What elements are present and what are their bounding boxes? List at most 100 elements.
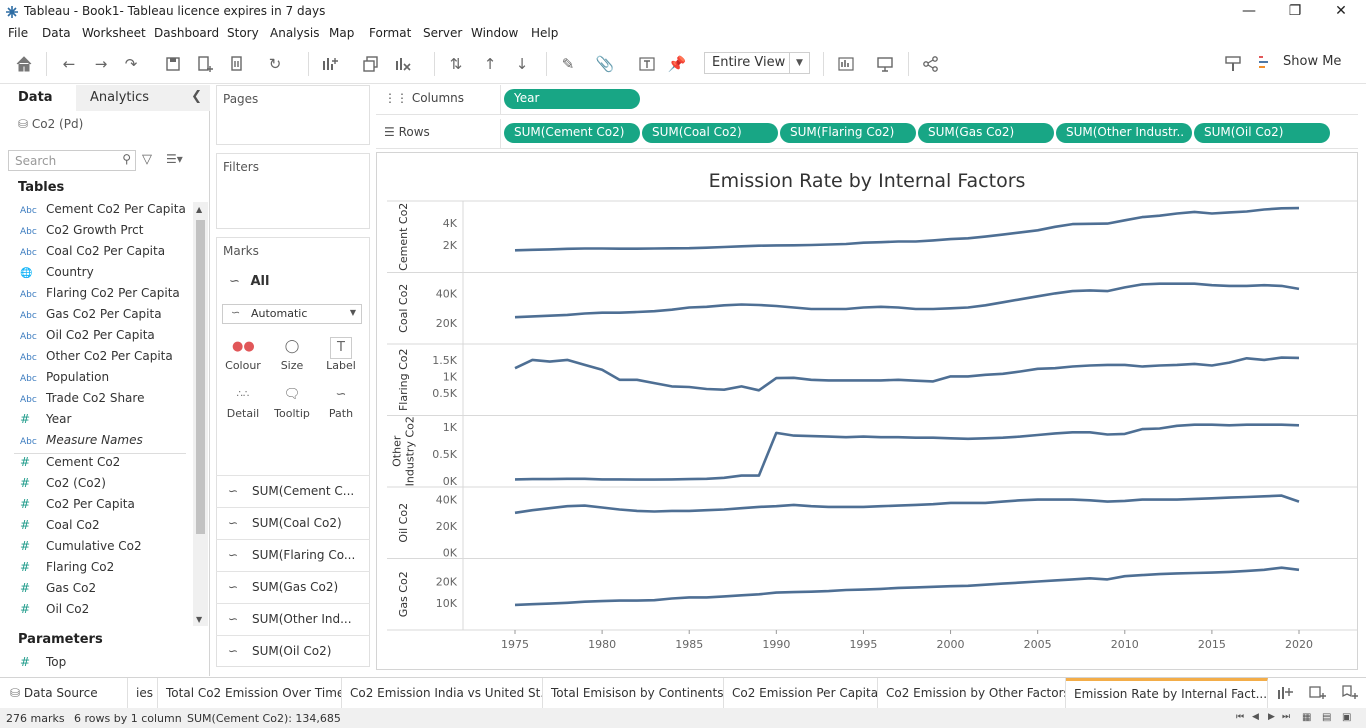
mark-layer-3[interactable]: ∽ SUM(Flaring Co... bbox=[216, 539, 370, 569]
mark-layer-5[interactable]: ∽ SUM(Other Ind... bbox=[216, 603, 370, 633]
restore-button[interactable]: ❐ bbox=[1288, 3, 1302, 19]
tab-total-co2[interactable]: Total Co2 Emission Over Time bbox=[158, 678, 342, 708]
tab-india-vs-us[interactable]: Co2 Emission India vs United St... bbox=[342, 678, 543, 708]
filters-card[interactable]: Filters bbox=[216, 153, 370, 229]
show-filmstrip-icon[interactable]: ▦ bbox=[1302, 712, 1312, 723]
pill-row-2[interactable]: SUM(Coal Co2) bbox=[642, 123, 778, 143]
replay-icon[interactable]: ↷ bbox=[124, 55, 138, 73]
field-cumulative-co2[interactable]: # Cumulative Co2 bbox=[20, 539, 190, 559]
new-worksheet-icon[interactable] bbox=[319, 53, 341, 75]
show-tabs-icon[interactable]: ▤ bbox=[1322, 712, 1332, 723]
pill-row-5[interactable]: SUM(Other Industr.. bbox=[1056, 123, 1192, 143]
field-trade-co2-share[interactable]: Abc Trade Co2 Share bbox=[20, 391, 190, 411]
line-chart[interactable]: Emission Rate by Internal Factors Cement … bbox=[377, 153, 1357, 669]
detail-button[interactable]: ∴∴ Detail bbox=[222, 381, 264, 421]
new-dashboard-tab-icon[interactable] bbox=[1306, 682, 1328, 704]
pill-row-6[interactable]: SUM(Oil Co2) bbox=[1194, 123, 1330, 143]
field-oil-co2[interactable]: # Oil Co2 bbox=[20, 602, 190, 622]
menu-worksheet[interactable]: Worksheet bbox=[82, 26, 146, 40]
close-button[interactable]: ✕ bbox=[1335, 3, 1347, 19]
tab-data-source[interactable]: ⛁ Data Source bbox=[0, 678, 128, 708]
refresh-icon[interactable]: ↻ bbox=[268, 55, 282, 73]
format-painter-icon[interactable] bbox=[1222, 53, 1244, 75]
menu-help[interactable]: Help bbox=[531, 26, 559, 40]
home-icon[interactable] bbox=[13, 53, 35, 75]
menu-server[interactable]: Server bbox=[423, 26, 463, 40]
tab-analytics[interactable]: Analytics ❮ bbox=[76, 85, 210, 111]
new-story-tab-icon[interactable] bbox=[1338, 682, 1360, 704]
field-coal-co2-per-capita[interactable]: Abc Coal Co2 Per Capita bbox=[20, 244, 190, 264]
field-country[interactable]: 🌐 Country bbox=[20, 265, 190, 285]
collapse-pane-icon[interactable]: ❮ bbox=[191, 89, 202, 104]
field-co2-per-capita[interactable]: # Co2 Per Capita bbox=[20, 497, 190, 517]
menu-analysis[interactable]: Analysis bbox=[270, 26, 320, 40]
group-members-icon[interactable]: 📎 bbox=[595, 55, 615, 73]
fit-view-select[interactable]: Entire View ▼ bbox=[704, 52, 810, 74]
field-flaring-co2[interactable]: # Flaring Co2 bbox=[20, 560, 190, 580]
show-cards-icon[interactable] bbox=[835, 53, 857, 75]
swap-rows-columns-icon[interactable]: ⇅ bbox=[449, 55, 463, 73]
mark-layer-1[interactable]: ∽ SUM(Cement C... bbox=[216, 475, 370, 505]
colour-button[interactable]: ●● Colour bbox=[225, 339, 261, 372]
tooltip-button[interactable]: 🗨 Tooltip bbox=[274, 387, 310, 420]
tab-other-factors[interactable]: Co2 Emission by Other Factors bbox=[878, 678, 1066, 708]
menu-file[interactable]: File bbox=[8, 26, 29, 40]
field-oil-co2-per-capita[interactable]: Abc Oil Co2 Per Capita bbox=[20, 328, 190, 348]
save-icon[interactable] bbox=[162, 53, 184, 75]
pill-row-1[interactable]: SUM(Cement Co2) bbox=[504, 123, 640, 143]
field-co2-growth-prct[interactable]: Abc Co2 Growth Prct bbox=[20, 223, 190, 243]
field-measure-names[interactable]: Abc Measure Names bbox=[20, 433, 190, 453]
field-cement-co2-per-capita[interactable]: Abc Cement Co2 Per Capita bbox=[20, 202, 190, 222]
tab-continents[interactable]: Total Emisison by Continents bbox=[543, 678, 724, 708]
sort-ascending-icon[interactable]: ↑ bbox=[483, 55, 497, 73]
field-flaring-co2-per-capita[interactable]: Abc Flaring Co2 Per Capita bbox=[20, 286, 190, 306]
columns-shelf[interactable]: ⋮⋮ Columns Year bbox=[376, 85, 1358, 115]
field-gas-co2[interactable]: # Gas Co2 bbox=[20, 581, 190, 601]
undo-icon[interactable]: ← bbox=[62, 55, 76, 73]
scroll-down-icon[interactable]: ▼ bbox=[196, 615, 203, 624]
field-population[interactable]: Abc Population bbox=[20, 370, 190, 390]
pill-row-4[interactable]: SUM(Gas Co2) bbox=[918, 123, 1054, 143]
tab-emission-rate[interactable]: Emission Rate by Internal Fact... bbox=[1066, 678, 1268, 708]
new-datasource-icon[interactable] bbox=[194, 53, 216, 75]
mark-layer-4[interactable]: ∽ SUM(Gas Co2) bbox=[216, 571, 370, 601]
field-scrollbar[interactable]: ▲ ▼ bbox=[193, 202, 208, 626]
duplicate-sheet-icon[interactable] bbox=[360, 53, 382, 75]
show-sheet-sorter-icon[interactable]: ▣ bbox=[1342, 712, 1352, 723]
datasource-item[interactable]: ⛁ Co2 (Pd) bbox=[18, 117, 83, 131]
pages-card[interactable]: Pages bbox=[216, 85, 370, 145]
mark-type-select[interactable]: ∽ Automatic ▼ bbox=[222, 304, 362, 324]
sort-descending-icon[interactable]: ↓ bbox=[515, 55, 529, 73]
size-button[interactable]: ◯ Size bbox=[280, 339, 304, 372]
tab-nav-first-icon[interactable]: ⏮ bbox=[1236, 712, 1245, 722]
label-button[interactable]: T Label bbox=[320, 333, 362, 373]
new-worksheet-tab-icon[interactable] bbox=[1274, 682, 1296, 704]
search-input[interactable]: Search ⚲ bbox=[8, 150, 136, 171]
field-gas-co2-per-capita[interactable]: Abc Gas Co2 Per Capita bbox=[20, 307, 190, 327]
presentation-mode-icon[interactable] bbox=[874, 53, 896, 75]
menu-map[interactable]: Map bbox=[329, 26, 355, 40]
filter-fields-icon[interactable]: ▽ bbox=[142, 152, 152, 167]
menu-data[interactable]: Data bbox=[42, 26, 71, 40]
show-me-button[interactable]: Show Me bbox=[1259, 54, 1341, 69]
menu-format[interactable]: Format bbox=[369, 26, 412, 40]
show-mark-labels-icon[interactable] bbox=[636, 53, 658, 75]
share-icon[interactable] bbox=[920, 53, 942, 75]
field-cement-co2[interactable]: # Cement Co2 bbox=[20, 455, 190, 475]
field-year[interactable]: # Year bbox=[20, 412, 190, 432]
tab-nav-last-icon[interactable]: ⏭ bbox=[1282, 712, 1291, 722]
pill-row-3[interactable]: SUM(Flaring Co2) bbox=[780, 123, 916, 143]
path-button[interactable]: ∽ Path bbox=[328, 387, 354, 420]
pill-year[interactable]: Year bbox=[504, 89, 640, 109]
menu-story[interactable]: Story bbox=[227, 26, 259, 40]
scroll-thumb[interactable] bbox=[196, 220, 205, 534]
field-coal-co2[interactable]: # Coal Co2 bbox=[20, 518, 190, 538]
fix-axes-icon[interactable]: 📌 bbox=[667, 55, 687, 73]
redo-icon[interactable]: → bbox=[94, 55, 108, 73]
clear-sheet-icon[interactable] bbox=[392, 53, 414, 75]
field-co2-co2-[interactable]: # Co2 (Co2) bbox=[20, 476, 190, 496]
mark-layer-6[interactable]: ∽ SUM(Oil Co2) bbox=[216, 635, 370, 665]
parameter-top[interactable]: # Top bbox=[20, 655, 190, 675]
tab-nav-prev-icon[interactable]: ◀ bbox=[1252, 712, 1259, 722]
rows-shelf[interactable]: ☰ Rows SUM(Cement Co2) SUM(Coal Co2) SUM(F… bbox=[376, 119, 1358, 149]
